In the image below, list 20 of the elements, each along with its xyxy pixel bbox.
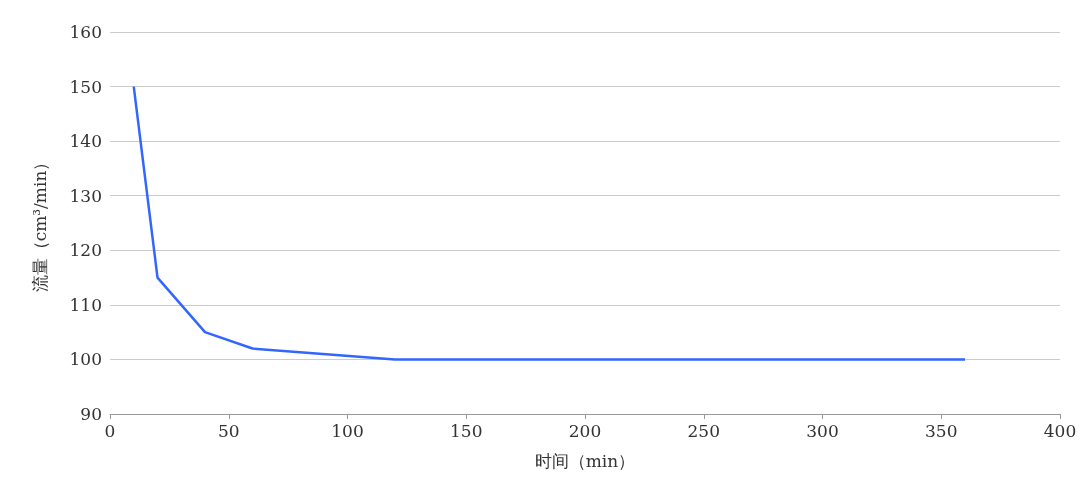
x-tick-label: 0 [104,420,116,441]
x-tick-label: 350 [925,420,958,441]
y-tick-label: 160 [69,22,102,42]
y-tick-label: 140 [69,131,102,152]
x-tick-label: 400 [1043,420,1077,441]
x-tick-label: 150 [450,420,483,441]
x-tick-label: 200 [568,420,602,441]
x-tick-label: 250 [687,420,720,441]
x-tick-label: 100 [331,420,364,441]
y-tick-label: 150 [69,76,102,97]
x-tick-label: 50 [217,420,240,441]
x-tick-label: 300 [806,420,839,441]
line-series [132,85,967,361]
y-tick-label: 130 [69,185,102,206]
y-tick-label: 100 [69,349,102,370]
y-tick-label: 120 [69,240,102,261]
x-axis-title: 时间（min） [534,450,636,471]
y-tick-label: 90 [80,404,102,424]
y-axis-title: 流量（cm³/min） [29,153,50,293]
y-tick-label: 110 [69,294,102,315]
